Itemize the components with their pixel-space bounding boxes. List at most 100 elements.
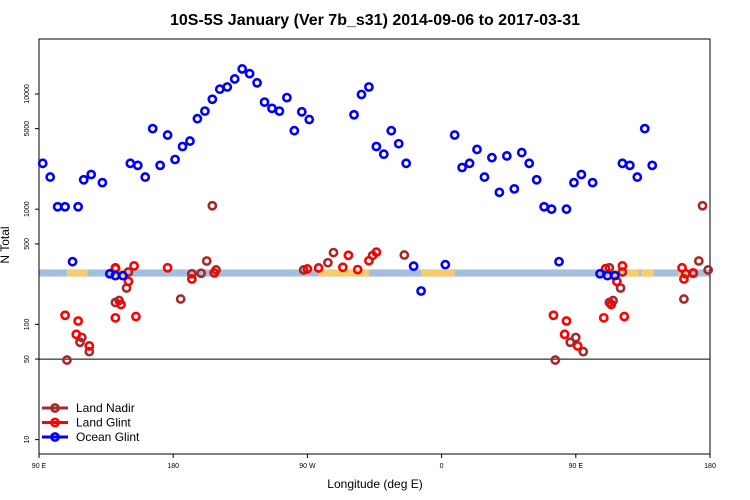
y-tick-label: 500 — [24, 238, 31, 250]
ocean-glint-point — [569, 177, 579, 188]
land-glint-point — [559, 329, 570, 340]
land-segment — [318, 269, 369, 277]
ocean-glint-point — [192, 113, 203, 124]
x-tick-label: 90 E — [569, 463, 584, 470]
land-glint-point — [123, 276, 134, 287]
land-glint-point — [313, 263, 324, 273]
ocean-glint-point — [132, 160, 143, 171]
land-glint-point — [561, 316, 572, 326]
ocean-glint-point — [587, 177, 598, 188]
ocean-glint-point — [237, 64, 248, 74]
ocean-glint-point — [222, 82, 233, 92]
legend-land-glint-label: Land Glint — [76, 416, 131, 430]
land-nadir-point — [578, 346, 589, 357]
x-axis-label: Longitude (deg E) — [327, 477, 422, 491]
land-glint-point — [71, 329, 82, 340]
ocean-glint-point — [267, 103, 277, 114]
ocean-glint-point — [170, 154, 180, 165]
y-tick-label: 10000 — [24, 84, 31, 104]
land-glint-point — [688, 267, 699, 278]
ocean-glint-point — [457, 162, 468, 173]
x-tick-label: 90 W — [299, 463, 316, 470]
ocean-glint-point — [501, 151, 512, 161]
ocean-glint-point — [531, 174, 542, 185]
ocean-glint-point — [289, 125, 300, 136]
coverage-band — [39, 269, 710, 277]
land-glint-point — [679, 274, 689, 284]
ocean-glint-point — [416, 286, 426, 296]
ocean-glint-point — [378, 149, 389, 160]
land-glint-point — [110, 312, 121, 323]
ocean-glint-point — [449, 130, 460, 140]
land-glint-point — [209, 267, 220, 278]
ocean-glint-point — [252, 77, 262, 88]
ocean-glint-point — [364, 82, 374, 92]
y-tick-label: 1000 — [24, 201, 31, 217]
land-glint-point — [129, 260, 139, 271]
chart-title: 10S-5S January (Ver 7b_s31) 2014-09-06 t… — [170, 12, 580, 29]
land-nadir-point — [399, 250, 410, 260]
ocean-glint-point — [229, 74, 240, 84]
ocean-glint-point — [185, 136, 195, 146]
ocean-glint-point — [117, 270, 128, 281]
ocean-glint-point — [281, 92, 292, 103]
x-tick-label: 180 — [704, 463, 716, 470]
land-nadir-point — [570, 332, 581, 343]
land-nadir-point — [196, 268, 207, 279]
ocean-glint-point — [73, 201, 84, 212]
y-tick-label: 10 — [24, 436, 31, 444]
ocean-glint-point — [356, 89, 367, 100]
land-glint-point — [371, 247, 382, 258]
ocean-glint-point — [207, 94, 218, 105]
land-glint-point — [162, 262, 173, 273]
ocean-glint-point — [244, 68, 255, 79]
land-nadir-point — [550, 355, 561, 365]
ocean-glint-point — [624, 160, 635, 171]
land-glint-point — [606, 299, 617, 310]
ocean-glint-point — [617, 158, 628, 169]
ocean-glint-point — [472, 144, 482, 155]
ocean-glint-point — [509, 183, 520, 194]
y-axis-label: N Total — [0, 226, 12, 263]
ocean-glint-point — [576, 169, 587, 180]
ocean-glint-point — [45, 172, 56, 182]
ocean-glint-point — [147, 123, 158, 134]
land-glint-point — [302, 264, 313, 274]
land-glint-point — [337, 262, 348, 273]
land-segment — [678, 269, 692, 277]
ocean-glint-point — [177, 141, 188, 152]
land-glint-point — [186, 274, 197, 284]
ocean-glint-point — [610, 270, 620, 281]
ocean-glint-point — [274, 106, 285, 117]
ocean-glint-point — [349, 109, 359, 120]
land-nadir-point — [186, 268, 197, 279]
land-glint-point — [617, 260, 628, 271]
plot-area: 90 E 180 90 W 0 90 E 180 10 50 100 500 1000 5000 100… — [24, 38, 716, 470]
land-nadir-point — [175, 294, 186, 304]
land-nadir-point — [84, 346, 95, 357]
ocean-glint-point — [140, 172, 151, 182]
land-nadir-point — [703, 265, 714, 275]
ocean-glint-point — [479, 172, 490, 182]
land-glint-point — [73, 316, 84, 326]
x-tick-label: 90 E — [32, 463, 47, 470]
ocean-glint-point — [86, 169, 97, 180]
land-glint-point — [619, 311, 630, 322]
land-nadir-point — [697, 200, 708, 211]
ocean-glint-point — [464, 158, 475, 169]
ocean-glint-point — [259, 97, 270, 108]
legend-land-glint-marker — [50, 417, 60, 428]
land-nadir-point — [679, 294, 689, 304]
land-segment — [607, 269, 640, 277]
land-nadir-point — [75, 337, 85, 348]
ocean-glint-point — [546, 204, 557, 215]
ocean-glint-point — [78, 174, 89, 185]
land-glint-point — [548, 310, 559, 321]
ocean-glint-point — [199, 106, 210, 117]
ocean-glint-point — [494, 187, 505, 198]
ocean-glint-point — [386, 125, 397, 136]
land-nadir-point — [62, 355, 72, 365]
legend-land-nadir-marker — [50, 403, 60, 413]
